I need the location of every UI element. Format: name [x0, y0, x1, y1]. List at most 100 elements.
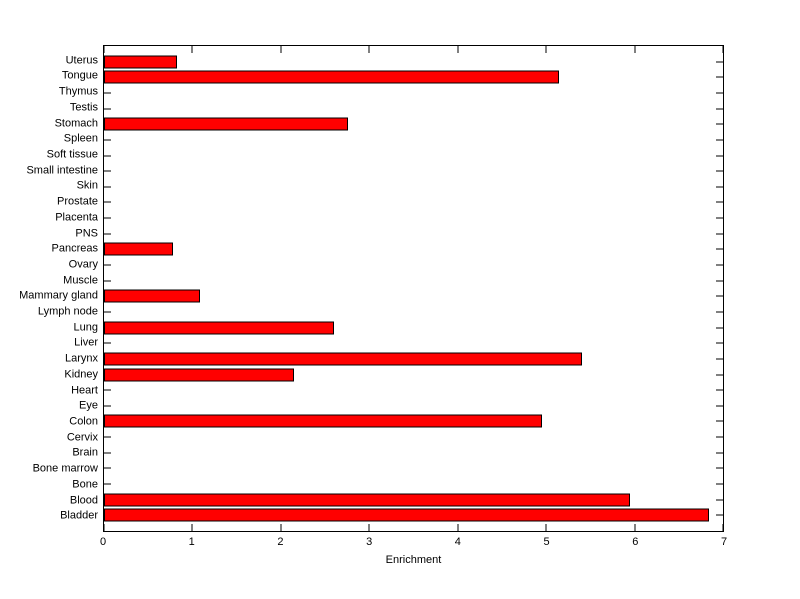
y-axis-tick-label: Placenta	[55, 211, 98, 224]
bar	[104, 368, 295, 382]
x-tick-mark	[103, 524, 105, 531]
y-axis-tick-label: Bladder	[60, 509, 98, 522]
y-tick-mark	[716, 61, 723, 63]
y-tick-mark	[104, 389, 111, 391]
y-tick-mark	[104, 311, 111, 313]
bar	[104, 493, 631, 507]
y-tick-mark	[716, 452, 723, 454]
x-tick-mark	[545, 46, 547, 53]
y-axis-tick-label: Mammary gland	[19, 289, 98, 302]
y-axis-tick-label: Bone	[72, 478, 98, 491]
y-tick-mark	[716, 295, 723, 297]
x-tick-mark	[545, 524, 547, 531]
bar	[104, 117, 349, 131]
bar	[104, 414, 542, 428]
bar	[104, 508, 709, 522]
y-tick-mark	[716, 108, 723, 110]
y-tick-mark	[716, 514, 723, 516]
x-axis-tick-label: 0	[99, 536, 107, 548]
y-tick-mark	[104, 483, 111, 485]
y-axis-tick-label: Pancreas	[51, 242, 98, 255]
x-axis-tick-labels: 0 1 2 3 4 5 6 7	[99, 532, 728, 548]
y-axis-tick-label: Tongue	[61, 69, 98, 82]
y-tick-mark	[716, 374, 723, 376]
y-tick-mark	[716, 342, 723, 344]
y-tick-mark	[104, 342, 111, 344]
x-tick-mark	[191, 46, 193, 53]
y-axis-labels: Uterus Tongue Thymus Testis Stomach Spleen Sof…	[0, 45, 98, 532]
x-axis-tick-label: 6	[632, 536, 639, 548]
x-axis-tick-label: 7	[720, 536, 728, 548]
y-axis-tick-label: Soft tissue	[46, 148, 98, 161]
y-tick-mark	[716, 248, 723, 250]
y-tick-mark	[716, 201, 723, 203]
y-tick-mark	[716, 76, 723, 78]
y-tick-mark	[716, 405, 723, 407]
x-tick-mark	[457, 46, 459, 53]
y-axis-tick-label: Stomach	[54, 117, 98, 130]
y-tick-mark	[104, 201, 111, 203]
x-axis-tick-label: 4	[454, 536, 461, 548]
y-axis-tick-label: Kidney	[64, 368, 98, 381]
bar	[104, 321, 334, 335]
y-tick-mark	[716, 499, 723, 501]
y-axis-tick-label: Brain	[72, 446, 98, 459]
bar	[104, 289, 200, 303]
y-axis-tick-label: Skin	[76, 179, 98, 192]
y-tick-mark	[716, 170, 723, 172]
y-tick-mark	[104, 170, 111, 172]
y-tick-mark	[716, 280, 723, 282]
x-tick-mark	[722, 524, 724, 531]
y-tick-mark	[104, 139, 111, 141]
bar	[104, 55, 178, 69]
y-axis-tick-label: Cervix	[66, 431, 98, 444]
y-tick-mark	[716, 389, 723, 391]
plot-area	[103, 45, 724, 532]
y-tick-mark	[104, 233, 111, 235]
y-tick-mark	[716, 139, 723, 141]
y-axis-tick-label: Ovary	[68, 258, 98, 271]
y-axis-tick-label: Uterus	[65, 54, 98, 67]
y-axis-tick-label: Muscle	[63, 274, 98, 287]
y-tick-mark	[104, 92, 111, 94]
y-tick-mark	[716, 123, 723, 125]
x-tick-mark	[368, 46, 370, 53]
y-axis-tick-label: PNS	[75, 227, 98, 240]
y-axis-tick-label: Spleen	[63, 132, 98, 145]
x-axis-tick-label: 2	[277, 536, 284, 548]
bar	[104, 352, 582, 366]
x-tick-mark	[103, 46, 105, 53]
y-tick-mark	[104, 280, 111, 282]
y-axis-tick-label: Eye	[79, 399, 98, 412]
x-tick-mark	[634, 46, 636, 53]
y-axis-tick-label: Small intestine	[26, 164, 98, 177]
y-tick-mark	[716, 358, 723, 360]
x-tick-mark	[722, 46, 724, 53]
y-tick-mark	[716, 467, 723, 469]
y-axis-tick-label: Blood	[69, 494, 98, 507]
y-tick-mark	[104, 452, 111, 454]
y-tick-mark	[716, 233, 723, 235]
y-axis-tick-label: Prostate	[57, 195, 98, 208]
bar	[104, 242, 173, 256]
y-axis-tick-label: Lung	[73, 321, 98, 334]
y-tick-mark	[104, 264, 111, 266]
y-tick-mark	[716, 186, 723, 188]
y-tick-mark	[104, 217, 111, 219]
y-tick-mark	[104, 467, 111, 469]
x-tick-mark	[634, 524, 636, 531]
y-axis-tick-label: Testis	[69, 101, 98, 114]
y-tick-mark	[104, 405, 111, 407]
y-tick-mark	[104, 155, 111, 157]
y-axis-tick-label: Liver	[74, 336, 98, 349]
y-tick-mark	[716, 327, 723, 329]
x-tick-mark	[457, 524, 459, 531]
y-axis-tick-label: Bone marrow	[32, 462, 98, 475]
x-axis-tick-label: 3	[366, 536, 373, 548]
y-tick-mark	[716, 155, 723, 157]
y-axis-tick-label: Colon	[69, 415, 98, 428]
bar	[104, 70, 559, 84]
y-axis-tick-label: Lymph node	[37, 305, 98, 318]
y-tick-mark	[104, 186, 111, 188]
